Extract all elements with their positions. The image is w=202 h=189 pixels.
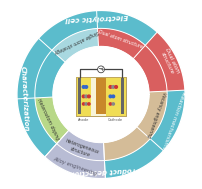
Text: +: + [100,67,105,72]
Circle shape [112,86,115,88]
Bar [121,78,124,114]
Circle shape [112,95,115,98]
Bar [76,77,126,116]
Bar [106,77,126,116]
Circle shape [109,103,112,105]
Text: Dual atom structure: Dual atom structure [98,29,143,49]
Circle shape [85,95,88,98]
Polygon shape [145,32,185,91]
Circle shape [109,86,112,88]
Bar [76,77,91,116]
Polygon shape [57,130,104,161]
Text: Electrolytic cell: Electrolytic cell [65,13,128,23]
Circle shape [82,95,85,98]
Polygon shape [35,50,65,98]
Circle shape [98,66,104,73]
Polygon shape [98,28,145,59]
Polygon shape [52,28,99,62]
Text: Dual atom
structure: Dual atom structure [159,47,181,76]
Text: ─: ─ [98,67,101,72]
Circle shape [112,103,114,105]
Text: Vacancy engineering: Vacancy engineering [146,91,167,138]
Text: Characterization: Characterization [20,66,29,131]
Circle shape [115,86,117,88]
Circle shape [109,95,112,98]
Circle shape [88,95,90,98]
Circle shape [85,103,87,105]
Text: Heteroatom doping: Heteroatom doping [36,98,60,141]
Text: Anode: Anode [78,118,89,122]
Polygon shape [45,139,163,179]
Bar [76,77,126,116]
Text: Alloy engineering: Alloy engineering [53,156,98,177]
Bar [96,78,106,114]
Text: Cathode: Cathode [108,118,123,122]
Polygon shape [45,144,105,179]
Polygon shape [57,130,104,161]
Polygon shape [39,10,157,50]
Circle shape [85,86,88,88]
Circle shape [82,86,85,88]
Text: Product detection: Product detection [69,166,140,176]
Text: Single atom strategy: Single atom strategy [53,29,99,54]
Text: Reaction mechanisms: Reaction mechanisms [161,91,186,149]
Polygon shape [133,45,167,92]
Circle shape [88,103,90,105]
Polygon shape [137,91,167,139]
Polygon shape [103,127,150,161]
Circle shape [53,47,149,142]
Polygon shape [35,97,69,144]
Bar [78,78,81,114]
Polygon shape [17,38,57,157]
Circle shape [82,103,85,105]
Text: Heterogeneous
structure: Heterogeneous structure [63,139,100,161]
Polygon shape [150,90,185,151]
